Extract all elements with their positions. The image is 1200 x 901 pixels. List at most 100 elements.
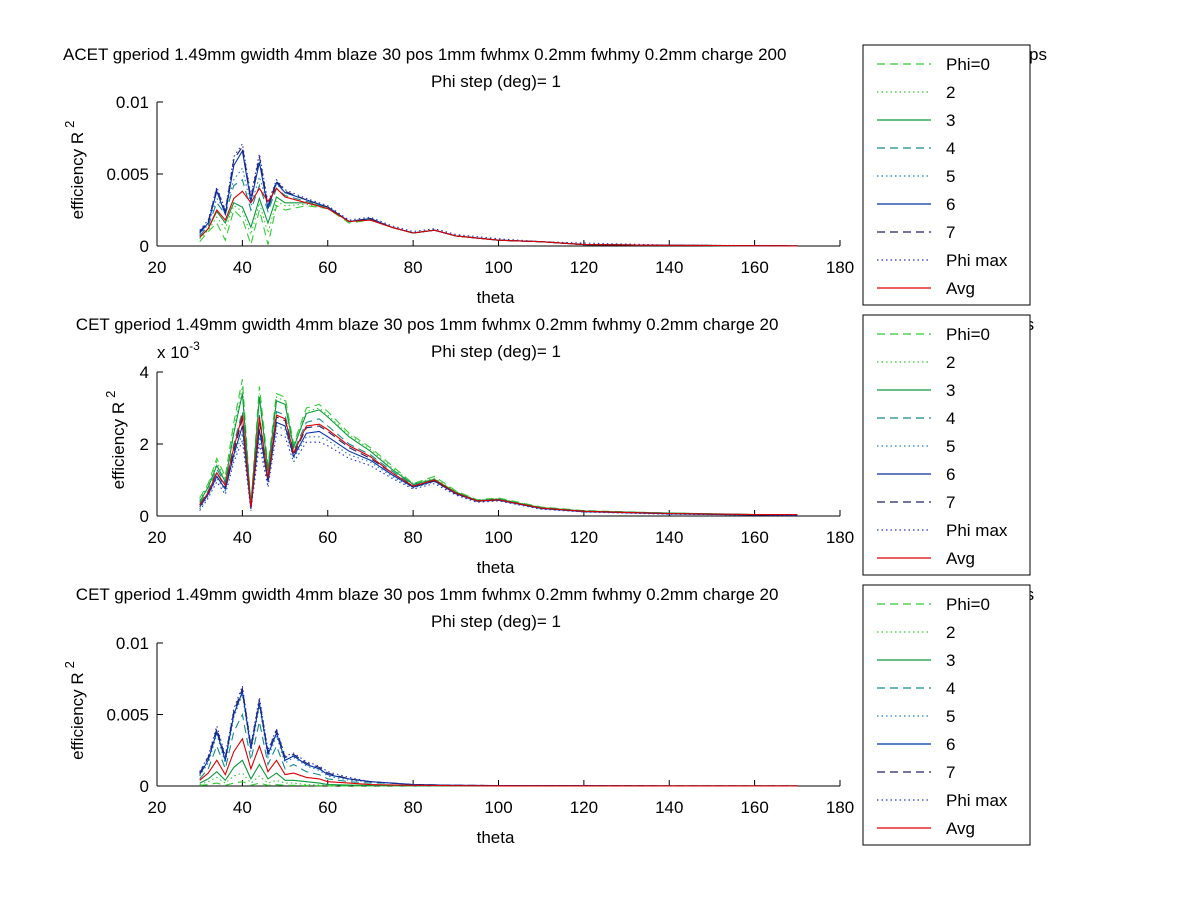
y-axis-label: efficiency R 2 [103, 391, 128, 490]
series-line-4 [199, 712, 798, 787]
x-tick-label: 120 [570, 528, 598, 547]
x-axis-label: theta [477, 558, 515, 577]
y-axis-label-text: efficiency R [109, 402, 128, 490]
x-tick-label: 100 [484, 798, 512, 817]
legend-entry: Avg [946, 279, 975, 298]
y-tick-label: 0 [140, 777, 149, 796]
x-tick-label: 180 [826, 258, 854, 277]
x-tick-label: 40 [233, 798, 252, 817]
x-tick-label: 140 [655, 258, 683, 277]
chart-title-main: ACET gperiod 1.49mm gwidth 4mm blaze 30 … [63, 45, 786, 64]
x-tick-label: 60 [318, 258, 337, 277]
legend-entry: 4 [946, 679, 955, 698]
y-exponent-base: x 10 [157, 343, 189, 362]
x-tick-label: 80 [404, 798, 423, 817]
x-tick-label: 20 [148, 258, 167, 277]
x-tick-label: 160 [740, 258, 768, 277]
series-line-avg [199, 414, 798, 516]
legend-entry: 5 [946, 437, 955, 456]
chart-subtitle: Phi step (deg)= 1 [431, 612, 561, 631]
x-tick-label: 80 [404, 528, 423, 547]
legend-entry: 4 [946, 139, 955, 158]
panel-3: CET gperiod 1.49mm gwidth 4mm blaze 30 p… [62, 584, 1034, 847]
x-tick-label: 120 [570, 798, 598, 817]
series-line-phi-max [199, 142, 798, 247]
panel-1: ACET gperiod 1.49mm gwidth 4mm blaze 30 … [62, 44, 1047, 307]
series-group [199, 379, 798, 516]
y-tick-label: 0.01 [116, 634, 149, 653]
y-tick-label: 0.01 [116, 93, 149, 112]
x-tick-label: 20 [148, 528, 167, 547]
x-tick-label: 100 [484, 528, 512, 547]
series-line-4 [199, 178, 798, 247]
legend-entry: Phi max [946, 791, 1008, 810]
y-tick-label: 4 [140, 363, 149, 382]
x-tick-label: 160 [740, 798, 768, 817]
legend-entry: Phi=0 [946, 595, 990, 614]
x-tick-label: 160 [740, 528, 768, 547]
y-exponent-label: x 10-3 [157, 339, 200, 362]
legend: Phi=0 2 3 4 5 6 7 Phi max Avg [862, 314, 1031, 576]
x-tick-label: 40 [233, 258, 252, 277]
y-axis-label-sup: 2 [103, 391, 118, 398]
chart-subtitle: Phi step (deg)= 1 [431, 72, 561, 91]
x-tick-label: 60 [318, 798, 337, 817]
y-tick-label: 0 [140, 237, 149, 256]
legend-entry: Phi max [946, 251, 1008, 270]
legend-entry: 3 [946, 651, 955, 670]
y-tick-label: 0 [140, 507, 149, 526]
series-group [199, 142, 798, 247]
y-tick-label: 0.005 [106, 165, 149, 184]
x-tick-label: 40 [233, 528, 252, 547]
y-axis-label-sup: 2 [62, 661, 77, 668]
series-line-avg [199, 737, 798, 787]
x-tick-label: 80 [404, 258, 423, 277]
x-tick-label: 120 [570, 258, 598, 277]
x-tick-label: 20 [148, 798, 167, 817]
y-tick-label: 0.005 [106, 706, 149, 725]
legend-entry: 5 [946, 707, 955, 726]
chart-subtitle: Phi step (deg)= 1 [431, 342, 561, 361]
legend-entry: 2 [946, 353, 955, 372]
series-group [199, 685, 798, 787]
legend-entry: 3 [946, 111, 955, 130]
legend-entry: Avg [946, 549, 975, 568]
x-tick-label: 180 [826, 798, 854, 817]
x-axis-label: theta [477, 828, 515, 847]
legend-entry: Phi max [946, 521, 1008, 540]
series-line-phi-max [199, 432, 798, 516]
legend-entry: 7 [946, 493, 955, 512]
legend-entry: 7 [946, 763, 955, 782]
series-line-5 [199, 166, 798, 247]
series-line-5 [199, 692, 798, 787]
legend-entry: 3 [946, 381, 955, 400]
legend-entry: Avg [946, 819, 975, 838]
x-tick-label: 60 [318, 528, 337, 547]
y-axis-label: efficiency R 2 [62, 121, 87, 220]
series-line-avg [199, 187, 798, 247]
x-tick-label: 140 [655, 798, 683, 817]
chart-title-main: CET gperiod 1.49mm gwidth 4mm blaze 30 p… [76, 585, 779, 604]
legend-box [862, 44, 1031, 306]
x-tick-label: 100 [484, 258, 512, 277]
series-line-phi-0 [199, 379, 798, 516]
y-axis-label-text: efficiency R [68, 132, 87, 220]
chart-title-main: CET gperiod 1.49mm gwidth 4mm blaze 30 p… [76, 315, 779, 334]
series-line-2 [199, 200, 798, 247]
x-axis-label: theta [477, 288, 515, 307]
legend-entry: 7 [946, 223, 955, 242]
y-exponent-power: -3 [189, 339, 200, 353]
legend-entry: 2 [946, 623, 955, 642]
x-tick-label: 180 [826, 528, 854, 547]
series-line-7 [199, 145, 798, 247]
legend-entry: 6 [946, 465, 955, 484]
x-tick-label: 140 [655, 528, 683, 547]
legend: Phi=0 2 3 4 5 6 7 Phi max Avg [862, 584, 1031, 846]
legend-entry: Phi=0 [946, 325, 990, 344]
legend-entry: 5 [946, 167, 955, 186]
legend-box [862, 314, 1031, 576]
series-line-phi-max [199, 685, 798, 787]
y-tick-label: 2 [140, 435, 149, 454]
series-line-6 [199, 689, 798, 787]
